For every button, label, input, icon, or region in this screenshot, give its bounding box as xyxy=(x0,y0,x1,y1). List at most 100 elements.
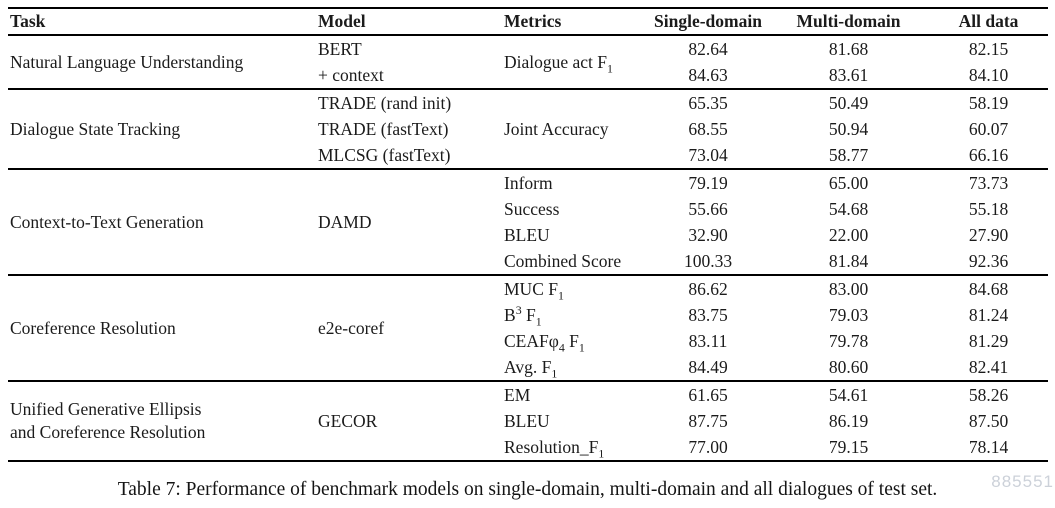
metric-cell: Inform xyxy=(502,169,648,196)
metric-label: EM xyxy=(504,385,531,405)
task-label-line2: and Coreference Resolution xyxy=(10,422,206,442)
metric-cell: Joint Accuracy xyxy=(502,89,648,169)
value-cell: 86.19 xyxy=(828,411,869,431)
task-label-line1: Unified Generative Ellipsis xyxy=(10,399,202,419)
value-cell: 78.14 xyxy=(968,437,1009,457)
value-cell: 87.50 xyxy=(968,411,1009,431)
table-row: CEAFφ4 F1 83.11 79.78 81.29 xyxy=(8,328,1048,354)
column-header-model: Model xyxy=(318,11,366,31)
value-cell: 58.26 xyxy=(968,385,1009,405)
model-cell: TRADE (rand init) xyxy=(318,93,452,113)
metric-label: Dialogue act F xyxy=(504,52,608,72)
section-dst: Dialogue State Tracking TRADE (rand init… xyxy=(8,89,1048,169)
value-cell: 83.61 xyxy=(828,65,869,85)
metric-cell: BLEU xyxy=(502,408,648,434)
task-cell: Unified Generative Ellipsis and Coreferen… xyxy=(8,381,316,461)
value-cell: 68.55 xyxy=(688,119,728,139)
value-cell: 84.49 xyxy=(688,357,728,377)
value-cell: 81.68 xyxy=(828,39,869,59)
value-cell: 83.00 xyxy=(828,279,869,299)
metric-cell: Dialogue act F1 xyxy=(502,35,648,89)
model-cell: TRADE (fastText) xyxy=(318,119,449,139)
value-cell: 54.61 xyxy=(828,385,869,405)
value-cell: 92.36 xyxy=(968,251,1009,271)
value-cell: 79.19 xyxy=(688,173,728,193)
value-cell: 55.66 xyxy=(688,199,728,219)
value-cell: 60.07 xyxy=(968,119,1009,139)
value-cell: 61.65 xyxy=(688,385,728,405)
value-cell: 83.11 xyxy=(688,331,728,351)
value-cell: 84.68 xyxy=(968,279,1009,299)
table-row: Combined Score 100.33 81.84 92.36 xyxy=(8,248,1048,275)
value-cell: 73.73 xyxy=(968,173,1009,193)
benchmark-results-table: Task Model Metrics Single-domain Multi-d… xyxy=(8,7,1048,462)
table-row: Coreference Resolution e2e-coref MUC F1 … xyxy=(8,275,1048,338)
task-label: Coreference Resolution xyxy=(10,317,176,338)
value-cell: 55.18 xyxy=(968,199,1009,219)
value-cell: 32.90 xyxy=(688,225,728,245)
metric-cell: MUC F1 xyxy=(502,275,648,302)
model-cell: + context xyxy=(318,65,384,85)
metric-subscript: 1 xyxy=(535,314,542,329)
header-row: Task Model Metrics Single-domain Multi-d… xyxy=(8,8,1048,35)
value-cell: 50.49 xyxy=(828,93,869,113)
table-row: Natural Language Understanding BERT Dial… xyxy=(8,35,1048,74)
table-row: BLEU 32.90 22.00 27.90 xyxy=(8,222,1048,248)
table-row: TRADE (fastText) 68.55 50.94 60.07 xyxy=(8,116,1048,142)
metric-cell: B3 F1 xyxy=(502,302,648,328)
section-coref: Coreference Resolution e2e-coref MUC F1 … xyxy=(8,275,1048,381)
table-row: B3 F1 83.75 79.03 81.24 xyxy=(8,302,1048,328)
table-row: + context 84.63 83.61 84.10 xyxy=(8,62,1048,89)
value-cell: 87.75 xyxy=(688,411,728,431)
table-row: Resolution_F1 77.00 79.15 78.14 xyxy=(8,434,1048,461)
model-cell: MLCSG (fastText) xyxy=(318,145,451,165)
value-cell: 79.15 xyxy=(828,437,869,457)
metric-subscript: 1 xyxy=(607,61,613,76)
metric-subscript: 1 xyxy=(557,288,564,303)
value-cell: 82.15 xyxy=(968,39,1009,59)
column-header-all-data: All data xyxy=(958,11,1019,31)
model-cell: DAMD xyxy=(318,212,372,232)
table-row: Avg. F1 84.49 80.60 82.41 xyxy=(8,354,1048,381)
metric-label: Combined Score xyxy=(504,251,622,271)
watermark: 885551 xyxy=(991,472,1054,491)
section-nlu: Natural Language Understanding BERT Dial… xyxy=(8,35,1048,89)
metric-label: F xyxy=(564,331,579,351)
column-header-multi-domain: Multi-domain xyxy=(796,11,901,31)
table-row: MLCSG (fastText) 73.04 58.77 66.16 xyxy=(8,142,1048,169)
model-cell: GECOR xyxy=(318,411,378,431)
metric-label: B xyxy=(504,305,516,325)
table-row: Success 55.66 54.68 55.18 xyxy=(8,196,1048,222)
metric-label: F xyxy=(521,305,536,325)
value-cell: 83.75 xyxy=(688,305,728,325)
metric-label: Avg. F xyxy=(504,357,552,377)
value-cell: 81.24 xyxy=(968,305,1009,325)
model-cell: BERT xyxy=(318,39,362,59)
value-cell: 80.60 xyxy=(828,357,869,377)
value-cell: 50.94 xyxy=(828,119,869,139)
metric-cell: Success xyxy=(502,196,648,222)
value-cell: 66.16 xyxy=(968,145,1009,165)
metric-subscript: 1 xyxy=(551,366,558,381)
task-cell: Context-to-Text Generation xyxy=(8,169,316,275)
task-label: Context-to-Text Generation xyxy=(10,211,204,232)
value-cell: 79.03 xyxy=(828,305,869,325)
value-cell: 79.78 xyxy=(828,331,869,351)
metric-subscript: 1 xyxy=(598,446,605,461)
value-cell: 73.04 xyxy=(688,145,728,165)
value-cell: 22.00 xyxy=(828,225,869,245)
metric-label: Resolution_F xyxy=(504,437,599,457)
metric-cell: CEAFφ4 F1 xyxy=(502,328,648,354)
value-cell: 84.63 xyxy=(688,65,728,85)
table-caption: Table 7: Performance of benchmark models… xyxy=(117,479,938,500)
value-cell: 77.00 xyxy=(688,437,728,457)
table-container: Task Model Metrics Single-domain Multi-d… xyxy=(0,7,1055,462)
metric-cell: Combined Score xyxy=(502,248,648,275)
metric-subscript: 4 xyxy=(558,340,565,355)
metric-cell: BLEU xyxy=(502,222,648,248)
value-cell: 82.64 xyxy=(688,39,728,59)
metric-cell: Resolution_F1 xyxy=(502,434,648,461)
metric-cell: Avg. F1 xyxy=(502,354,648,381)
value-cell: 84.10 xyxy=(968,65,1009,85)
metric-label: Inform xyxy=(504,173,553,193)
